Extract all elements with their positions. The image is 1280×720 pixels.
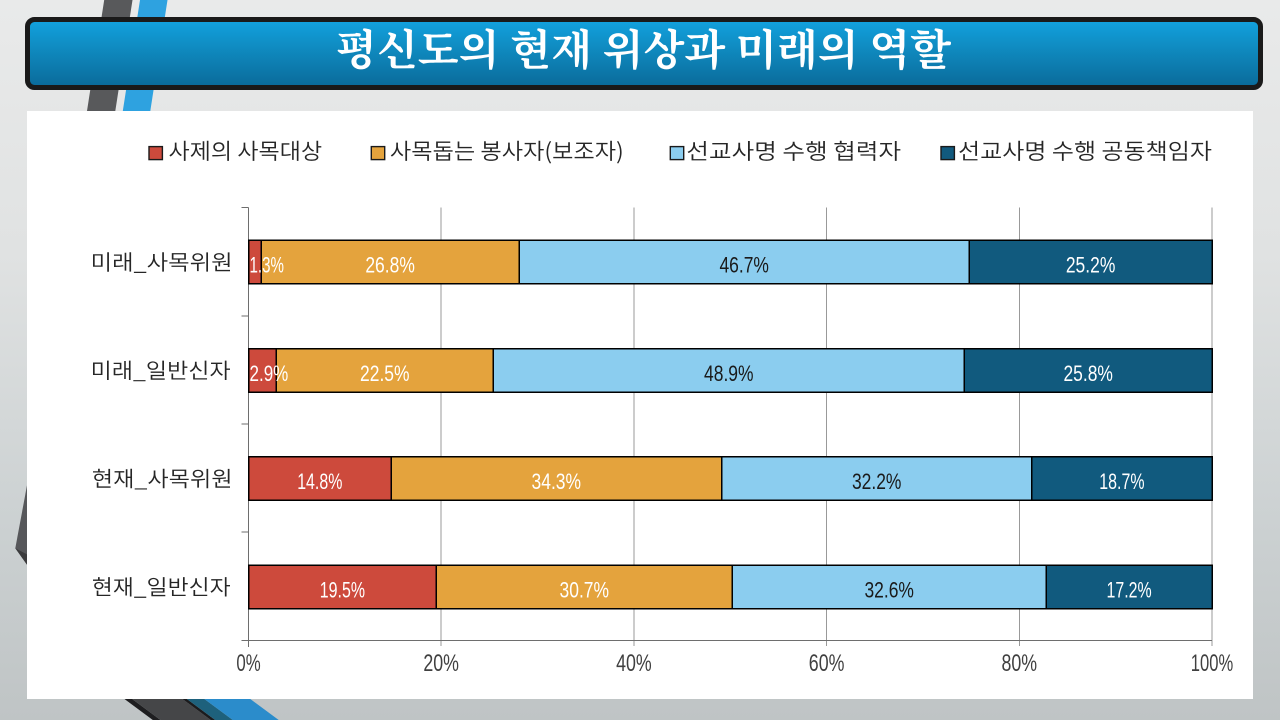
svg-text:17.2%: 17.2% <box>1107 578 1152 603</box>
svg-text:40%: 40% <box>616 650 652 677</box>
svg-text:14.8%: 14.8% <box>297 469 342 494</box>
svg-text:22.5%: 22.5% <box>360 361 410 386</box>
svg-text:25.2%: 25.2% <box>1066 253 1116 278</box>
svg-text:100%: 100% <box>1191 650 1233 677</box>
svg-text:32.2%: 32.2% <box>852 469 902 494</box>
svg-text:18.7%: 18.7% <box>1099 469 1144 494</box>
svg-text:20%: 20% <box>423 650 459 677</box>
svg-text:26.8%: 26.8% <box>365 253 415 278</box>
svg-text:25.8%: 25.8% <box>1063 361 1113 386</box>
svg-text:34.3%: 34.3% <box>532 469 582 494</box>
svg-text:0%: 0% <box>236 650 260 677</box>
svg-text:32.6%: 32.6% <box>864 578 914 603</box>
svg-text:46.7%: 46.7% <box>719 253 769 278</box>
svg-text:2.9%: 2.9% <box>250 361 289 386</box>
svg-text:30.7%: 30.7% <box>560 578 610 603</box>
svg-text:60%: 60% <box>809 650 845 677</box>
svg-text:80%: 80% <box>1002 650 1038 677</box>
svg-text:1.3%: 1.3% <box>250 253 285 278</box>
svg-text:19.5%: 19.5% <box>320 578 365 603</box>
svg-text:48.9%: 48.9% <box>704 361 754 386</box>
